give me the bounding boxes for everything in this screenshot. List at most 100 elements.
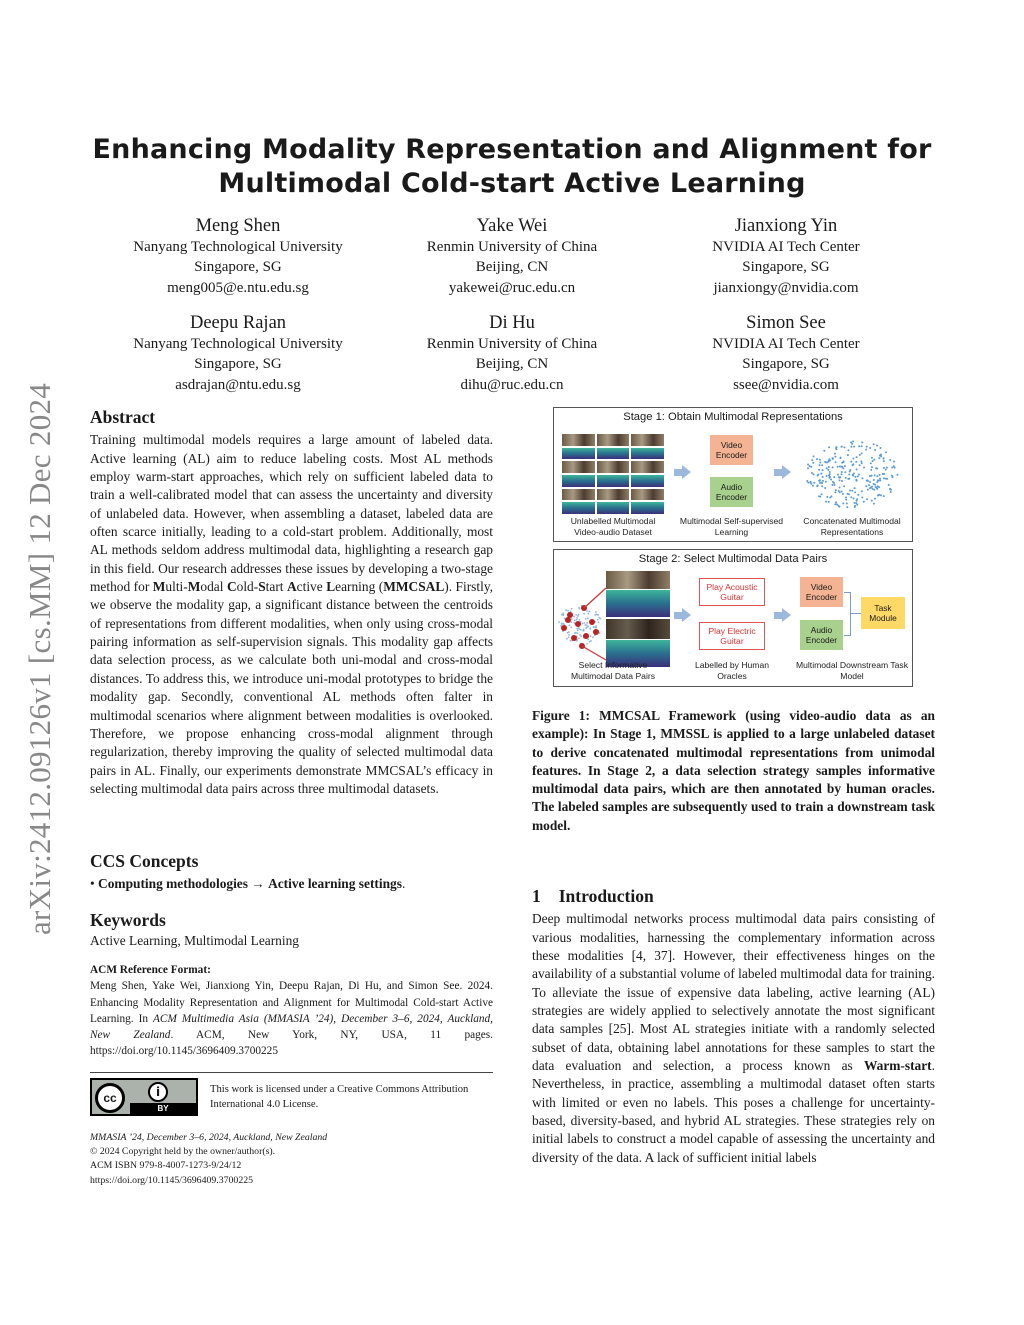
scatter-point <box>582 628 585 631</box>
video-thumbnail <box>631 461 664 473</box>
scatter-point <box>854 475 857 478</box>
scatter-point <box>858 454 861 457</box>
scatter-point <box>562 614 565 617</box>
video-thumbnail <box>596 488 630 501</box>
arxiv-identifier: arXiv:2412.09126v1 [cs.MM] 12 Dec 2024 <box>22 382 57 935</box>
scatter-point <box>810 472 813 475</box>
scatter-point <box>875 467 878 470</box>
scatter-point <box>838 476 841 479</box>
author-affiliation: NVIDIA AI Tech Center <box>712 336 860 352</box>
scatter-point <box>563 617 566 620</box>
ccs-end: . <box>401 876 406 892</box>
scatter-point <box>866 479 869 482</box>
scatter-point <box>874 448 877 451</box>
scatter-point <box>866 488 869 491</box>
scatter-point <box>807 467 810 470</box>
scatter-point <box>827 468 830 471</box>
ccs-bullet: • <box>90 876 99 892</box>
reference-heading: ACM Reference Format: <box>90 964 211 976</box>
author-name: Deepu Rajan <box>189 313 287 333</box>
author-location: Singapore, SG <box>742 259 830 276</box>
author-email[interactable]: asdrajan@ntu.edu.sg <box>175 376 301 393</box>
scatter-point <box>587 638 590 641</box>
scatter-point <box>855 502 858 505</box>
scatter-point <box>831 480 834 483</box>
scatter-point <box>841 461 844 464</box>
scatter-point <box>593 626 596 629</box>
scatter-point <box>827 460 830 463</box>
scatter-point <box>851 489 854 492</box>
scatter-point <box>586 626 588 629</box>
scatter-point <box>592 636 594 639</box>
scatter-point <box>852 457 855 460</box>
scatter-point <box>570 621 573 623</box>
scatter-point <box>872 502 875 505</box>
author-email[interactable]: dihu@ruc.edu.cn <box>460 376 564 393</box>
scatter-point <box>817 473 820 476</box>
abstract-bold: M <box>187 579 201 595</box>
scatter-point <box>871 487 874 490</box>
scatter-point <box>579 634 581 636</box>
scatter-point <box>823 449 826 452</box>
keywords-section: Keywords Active Learning, Multimodal Lea… <box>90 911 493 951</box>
video-thumbnail <box>631 488 664 501</box>
scatter-point <box>868 475 871 478</box>
scatter-point <box>878 486 881 489</box>
doi-link[interactable]: https://doi.org/10.1145/3696409.3700225 <box>90 1174 254 1186</box>
scatter-point <box>821 469 824 472</box>
title-line-2: Multimodal Cold-start Active Learning <box>218 168 806 199</box>
scatter-point <box>829 496 832 499</box>
scatter-point <box>820 493 823 496</box>
stage-2-panel: Stage 2: Select Multimodal Data Pairs Pl… <box>553 549 913 687</box>
stage-1-caption-ssl: Multimodal Self-supervised Learning <box>679 516 784 537</box>
scatter-point <box>585 624 588 627</box>
selection-arrow <box>581 645 607 661</box>
scatter-point <box>865 485 868 488</box>
scatter-point <box>870 474 873 477</box>
scatter-point <box>824 460 827 463</box>
scatter-point <box>835 501 838 504</box>
scatter-point <box>846 492 849 495</box>
author-email[interactable]: meng005@e.ntu.edu.sg <box>167 279 309 296</box>
author-email[interactable]: ssee@nvidia.com <box>733 376 839 393</box>
abstract-bold: M <box>152 579 166 595</box>
introduction-heading: 1 Introduction <box>532 887 935 905</box>
scatter-point <box>884 477 887 480</box>
scatter-point <box>569 639 572 642</box>
scatter-point <box>878 454 881 457</box>
scatter-point <box>573 621 576 624</box>
author-email[interactable]: jianxiongy@nvidia.com <box>713 279 859 296</box>
arrow-icon <box>674 465 691 479</box>
scatter-point <box>878 477 881 480</box>
scatter-point <box>860 452 863 455</box>
author-email[interactable]: yakewei@ruc.edu.cn <box>448 279 576 296</box>
scatter-point <box>821 464 824 467</box>
scatter-point <box>860 460 863 463</box>
spectrogram-thumbnail <box>596 447 630 460</box>
scatter-point <box>573 615 575 618</box>
scatter-point <box>866 498 869 501</box>
scatter-point <box>587 612 590 615</box>
audio-encoder-box: Audio Encoder <box>800 620 843 650</box>
scatter-point <box>570 607 573 610</box>
scatter-point <box>834 491 837 494</box>
selected-point <box>589 619 595 625</box>
scatter-point <box>576 632 579 635</box>
selected-point <box>567 612 573 618</box>
scatter-point <box>570 626 573 629</box>
scatter-point <box>570 618 573 620</box>
cc-by-badge[interactable]: cc i BY <box>90 1078 198 1116</box>
paper-title: Enhancing Modality Representation and Al… <box>0 133 1024 201</box>
scatter-point <box>865 445 868 448</box>
scatter-point <box>852 497 855 500</box>
scatter-point <box>884 451 887 454</box>
scatter-point <box>587 617 589 620</box>
scatter-point <box>825 467 828 470</box>
scatter-point <box>844 465 847 468</box>
scatter-point <box>599 617 602 620</box>
scatter-point <box>562 612 564 615</box>
stage-1-panel: Stage 1: Obtain Multimodal Representatio… <box>553 407 913 542</box>
introduction-section: 1 Introduction Deep multimodal networks p… <box>532 887 935 1167</box>
arrow-icon <box>774 465 791 479</box>
scatter-point <box>560 613 563 616</box>
